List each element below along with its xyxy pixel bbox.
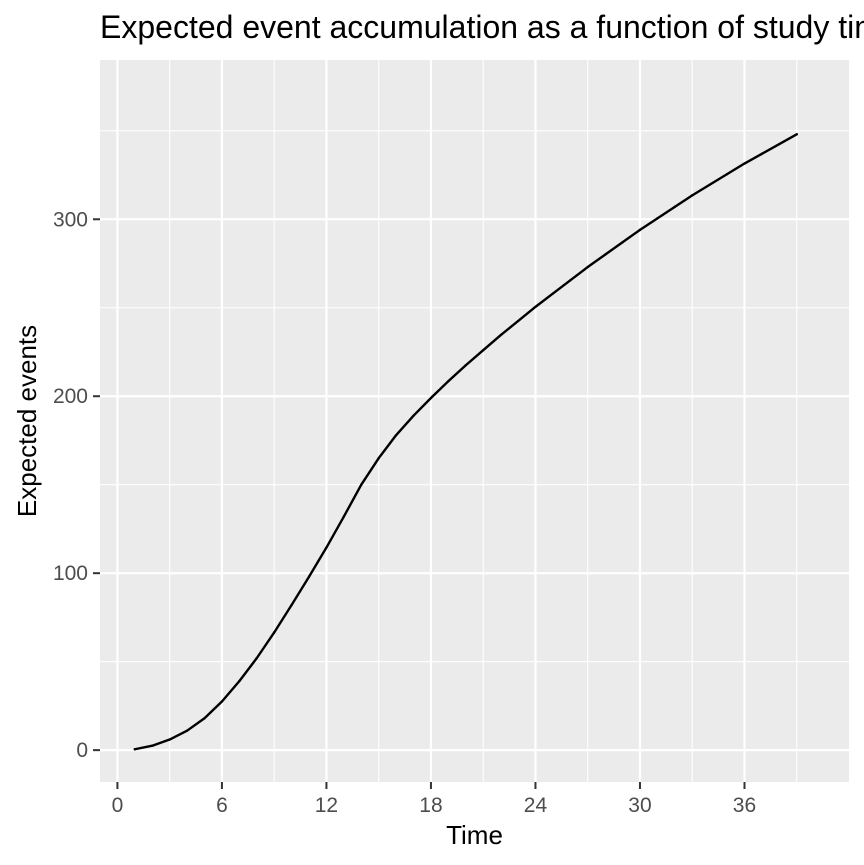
data-point: [325, 546, 328, 549]
x-tick-label: 18: [419, 794, 442, 817]
data-point: [621, 241, 624, 244]
data-point: [516, 319, 520, 323]
series-points: [133, 133, 798, 751]
data-point: [482, 349, 485, 352]
y-tick-label: 200: [53, 385, 88, 408]
data-point: [551, 292, 555, 295]
data-point: [691, 194, 694, 197]
data-point: [778, 142, 781, 146]
minor-gridlines: [100, 60, 849, 782]
y-axis-title: Expected events: [12, 325, 42, 517]
data-point: [151, 744, 154, 747]
x-tick-label: 30: [628, 794, 651, 817]
data-point: [447, 379, 450, 383]
data-point: [238, 679, 241, 683]
data-point: [638, 228, 642, 232]
x-tick-label: 36: [733, 794, 756, 817]
data-point: [725, 172, 729, 176]
data-point: [464, 364, 467, 367]
data-point: [586, 265, 589, 269]
y-axis: 0 100 200 300: [53, 208, 100, 762]
data-point: [290, 603, 293, 607]
chart-title: Expected event accumulation as a functio…: [100, 9, 864, 45]
data-point: [220, 700, 224, 703]
data-point: [203, 717, 206, 720]
major-gridlines: [100, 60, 849, 782]
x-axis-title: Time: [446, 820, 503, 850]
y-tick-label: 300: [53, 208, 88, 231]
x-tick-label: 6: [216, 794, 228, 817]
x-tick-label: 24: [524, 794, 548, 817]
data-point: [673, 205, 677, 209]
data-point: [708, 183, 711, 186]
x-tick-label: 0: [112, 794, 124, 817]
data-point: [603, 253, 607, 256]
data-point: [168, 738, 171, 741]
data-point: [499, 333, 502, 337]
data-point: [255, 656, 258, 660]
data-point: [569, 279, 572, 282]
data-point: [307, 575, 311, 578]
data-point: [534, 305, 537, 309]
data-point: [743, 162, 746, 165]
data-point: [795, 133, 798, 136]
x-axis: 0 6 12 18 24 30 36: [112, 782, 756, 817]
data-point: [656, 217, 659, 220]
data-point: [133, 748, 137, 751]
data-point: [412, 414, 415, 417]
data-point: [394, 433, 398, 437]
data-point: [360, 483, 363, 486]
x-tick-label: 12: [315, 794, 338, 817]
data-point: [429, 396, 433, 400]
data-point: [185, 729, 189, 732]
data-point: [377, 456, 380, 460]
y-tick-label: 100: [53, 562, 88, 585]
data-point: [760, 152, 764, 155]
y-tick-label: 0: [76, 739, 88, 762]
data-point: [272, 631, 276, 634]
data-point: [342, 515, 346, 518]
